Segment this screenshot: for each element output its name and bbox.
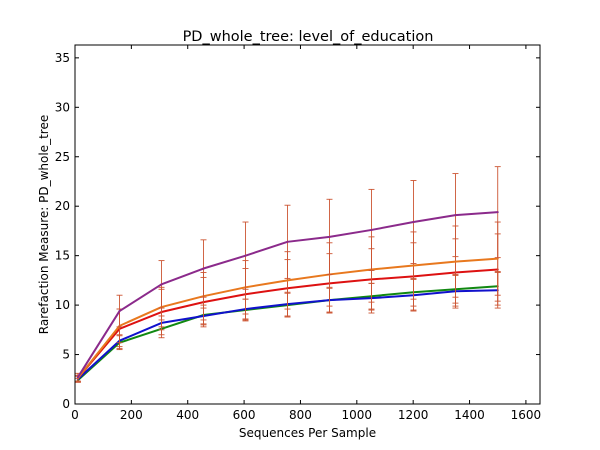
- y-tick-label: 10: [55, 298, 70, 312]
- x-tick-label: 1000: [342, 408, 373, 422]
- y-axis-title: Rarefaction Measure: PD_whole_tree: [37, 115, 51, 334]
- data-point: [118, 310, 121, 313]
- x-tick-label: 0: [71, 408, 79, 422]
- data-point: [412, 221, 415, 224]
- y-tick-label: 20: [55, 199, 70, 213]
- chart-title: PD_whole_tree: level_of_education: [183, 29, 434, 45]
- y-tick-label: 35: [55, 51, 70, 65]
- data-point: [454, 214, 457, 217]
- y-tick-label: 0: [62, 397, 70, 411]
- x-tick-label: 1600: [511, 408, 542, 422]
- data-point: [496, 257, 499, 260]
- data-point: [412, 264, 415, 267]
- x-tick-label: 1200: [398, 408, 429, 422]
- data-point: [202, 267, 205, 270]
- data-point: [496, 211, 499, 214]
- y-axis: 0 5 10 15 20 25 30 35: [55, 51, 540, 411]
- plot-frame: [74, 44, 541, 405]
- x-tick-label: 600: [233, 408, 256, 422]
- y-tick-label: 15: [55, 249, 70, 263]
- data-point: [76, 376, 79, 379]
- x-tick-label: 1400: [454, 408, 485, 422]
- data-point: [286, 240, 289, 243]
- x-axis: 0 200 400 600 800 1000 1200 1400 1600: [71, 45, 541, 422]
- x-tick-label: 800: [289, 408, 312, 422]
- data-point: [160, 283, 163, 286]
- data-point: [454, 260, 457, 263]
- x-tick-label: 400: [176, 408, 199, 422]
- data-point: [370, 228, 373, 231]
- y-tick-label: 25: [55, 150, 70, 164]
- data-point: [286, 279, 289, 282]
- x-axis-title: Sequences Per Sample: [239, 426, 376, 440]
- series-0: [74, 166, 501, 382]
- y-tick-label: 30: [55, 100, 70, 114]
- data-point: [328, 235, 331, 238]
- x-tick-label: 200: [120, 408, 143, 422]
- plot-area: [74, 166, 501, 383]
- y-tick-label: 5: [62, 348, 70, 362]
- data-point: [244, 254, 247, 257]
